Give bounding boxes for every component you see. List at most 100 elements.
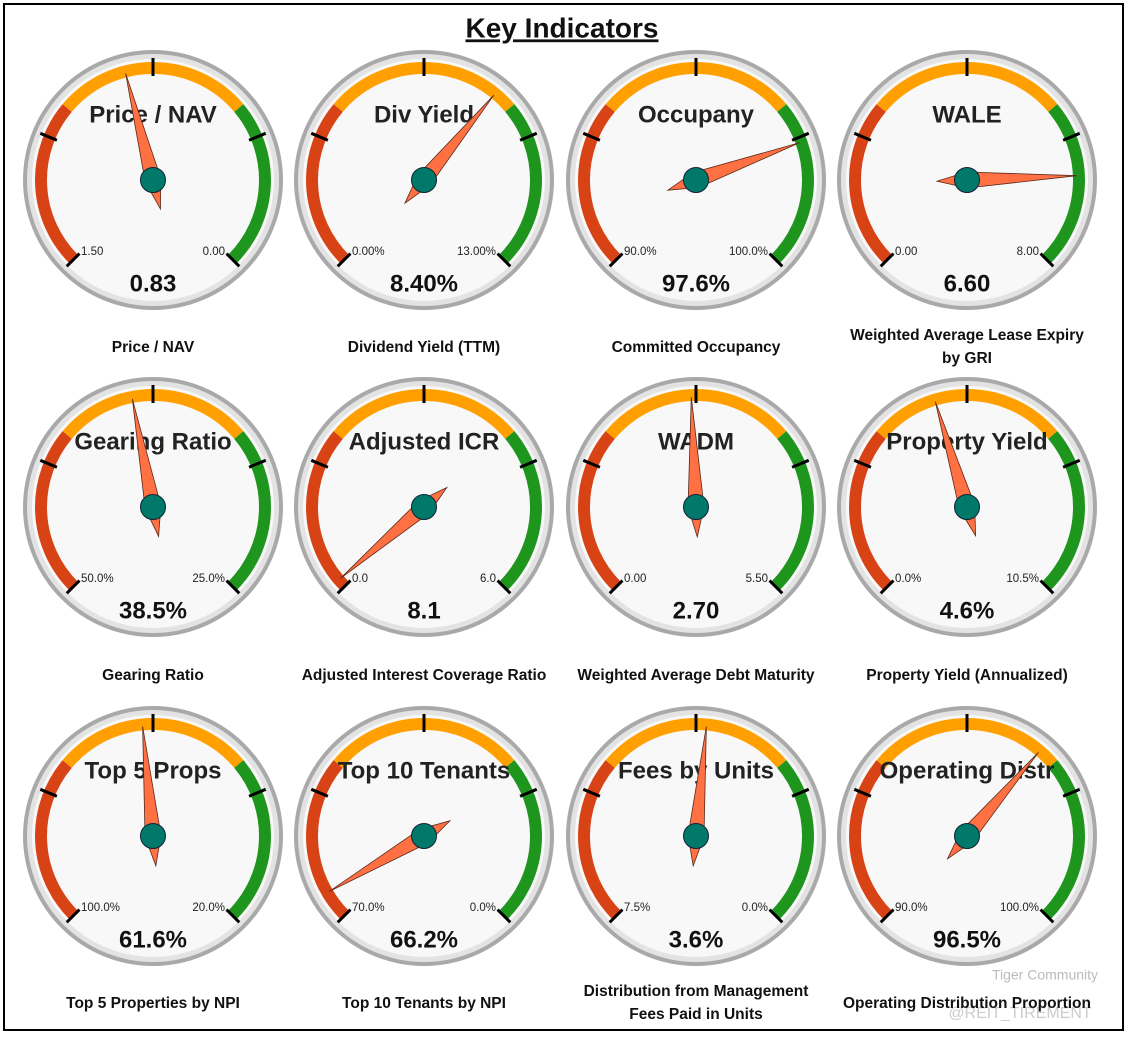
gauge-value: 6.60 xyxy=(944,270,991,297)
gauge-end-tick xyxy=(879,579,895,595)
gauge-end-tick xyxy=(768,252,784,268)
gauge-band xyxy=(578,104,622,264)
gauge-end-tick xyxy=(336,252,352,268)
gauge-tick xyxy=(853,787,872,798)
gauge-caption: Weighted Average Lease Expiry by GRI xyxy=(850,327,1084,367)
gauge-end-tick xyxy=(336,579,352,595)
gauge-tick xyxy=(791,131,810,142)
gauge-hub xyxy=(683,167,709,193)
gauge-caption: Committed Occupancy xyxy=(611,338,781,356)
gauge-hub xyxy=(683,494,709,520)
gauge-value: 3.6% xyxy=(669,926,724,953)
gauge-end-tick xyxy=(879,908,895,924)
gauge-range-label: 20.0% xyxy=(192,902,225,914)
gauge-tick xyxy=(39,787,58,798)
gauge-title: Gearing Ratio xyxy=(74,428,231,455)
watermark: Tiger Community xyxy=(992,967,1098,983)
gauge-tick xyxy=(1062,131,1081,142)
gauge-title: Occupany xyxy=(638,101,755,128)
gauge-tick xyxy=(310,131,329,142)
watermark: @REIT_TIREMENT xyxy=(948,1005,1092,1022)
gauge-end-tick xyxy=(65,252,81,268)
gauge-range-label: 7.5% xyxy=(624,902,650,914)
gauge-end-tick xyxy=(608,252,624,268)
gauge-tick xyxy=(248,131,267,142)
gauge-tick xyxy=(310,458,329,469)
gauge-tick xyxy=(853,458,872,469)
gauge-caption: Top 10 Tenants by NPI xyxy=(342,994,506,1012)
gauge-value: 96.5% xyxy=(933,926,1001,953)
gauge-end-tick xyxy=(768,579,784,595)
gauge-value: 97.6% xyxy=(662,270,730,297)
gauge-hub xyxy=(411,167,437,193)
gauge-caption: Dividend Yield (TTM) xyxy=(347,338,501,356)
gauge-tick xyxy=(791,787,810,798)
gauge-range-label: 50.0% xyxy=(81,573,114,585)
gauge-end-tick xyxy=(768,908,784,924)
gauge-end-tick xyxy=(336,908,352,924)
gauge-caption: Top 5 Properties by NPI xyxy=(66,994,240,1012)
gauge-tick xyxy=(791,458,810,469)
gauge-band xyxy=(849,760,893,920)
gauge-end-tick xyxy=(65,579,81,595)
gauge-band xyxy=(1041,431,1085,591)
gauge-band xyxy=(498,760,542,920)
gauge-end-tick xyxy=(225,908,241,924)
page-title: Key Indicators xyxy=(466,12,659,43)
gauge-tick xyxy=(1062,458,1081,469)
gauge-band xyxy=(849,104,893,264)
gauge-value: 4.6% xyxy=(940,597,995,624)
gauge-value: 66.2% xyxy=(390,926,458,953)
gauge-range-label: 5.50 xyxy=(746,573,768,585)
gauge-title: Div Yield xyxy=(374,101,474,128)
gauge-title: Property Yield xyxy=(886,428,1047,455)
gauge-band xyxy=(35,760,79,920)
gauge-tick xyxy=(310,787,329,798)
gauge-hub xyxy=(140,494,166,520)
gauge-range-label: 0.00 xyxy=(203,246,225,258)
gauge-caption: Gearing Ratio xyxy=(102,666,204,684)
gauge-range-label: 13.00% xyxy=(457,246,496,258)
gauge-band xyxy=(306,431,350,591)
gauge-range-label: 90.0% xyxy=(624,246,657,258)
gauge-band xyxy=(770,431,814,591)
gauge-end-tick xyxy=(225,252,241,268)
gauge-tick xyxy=(519,787,538,798)
gauge-end-tick xyxy=(496,252,512,268)
gauge-end-tick xyxy=(1039,908,1055,924)
gauge-tick xyxy=(248,787,267,798)
gauge-end-tick xyxy=(225,579,241,595)
gauge-hub xyxy=(140,167,166,193)
gauge-tick xyxy=(1062,787,1081,798)
gauge-caption: Price / NAV xyxy=(111,338,195,356)
gauge-end-tick xyxy=(65,908,81,924)
gauge-band xyxy=(578,760,622,920)
gauge-range-label: 0.0% xyxy=(895,573,921,585)
gauge-end-tick xyxy=(1039,252,1055,268)
gauge-band xyxy=(35,104,79,264)
gauge-end-tick xyxy=(608,908,624,924)
gauge-value: 61.6% xyxy=(119,926,187,953)
gauge-hub xyxy=(411,823,437,849)
gauge-tick xyxy=(519,458,538,469)
gauge-hub xyxy=(140,823,166,849)
gauge-range-label: 100.0% xyxy=(729,246,768,258)
gauge-value: 38.5% xyxy=(119,597,187,624)
gauge-band xyxy=(578,431,622,591)
gauge-title: Top 5 Props xyxy=(85,757,222,784)
gauge-tick xyxy=(248,458,267,469)
gauge-range-label: 70.0% xyxy=(352,902,385,914)
gauge-range-label: 0.0% xyxy=(742,902,768,914)
gauge-hub xyxy=(683,823,709,849)
gauge-band xyxy=(1041,760,1085,920)
gauge-caption: Weighted Average Debt Maturity xyxy=(577,666,815,684)
frame xyxy=(3,3,1124,1031)
gauge-range-label: 6.0 xyxy=(480,573,496,585)
gauge-end-tick xyxy=(879,252,895,268)
gauge-tick xyxy=(582,458,601,469)
gauge-hub xyxy=(954,494,980,520)
gauge-title: Price / NAV xyxy=(89,101,217,128)
gauge-range-label: 1.50 xyxy=(81,246,103,258)
